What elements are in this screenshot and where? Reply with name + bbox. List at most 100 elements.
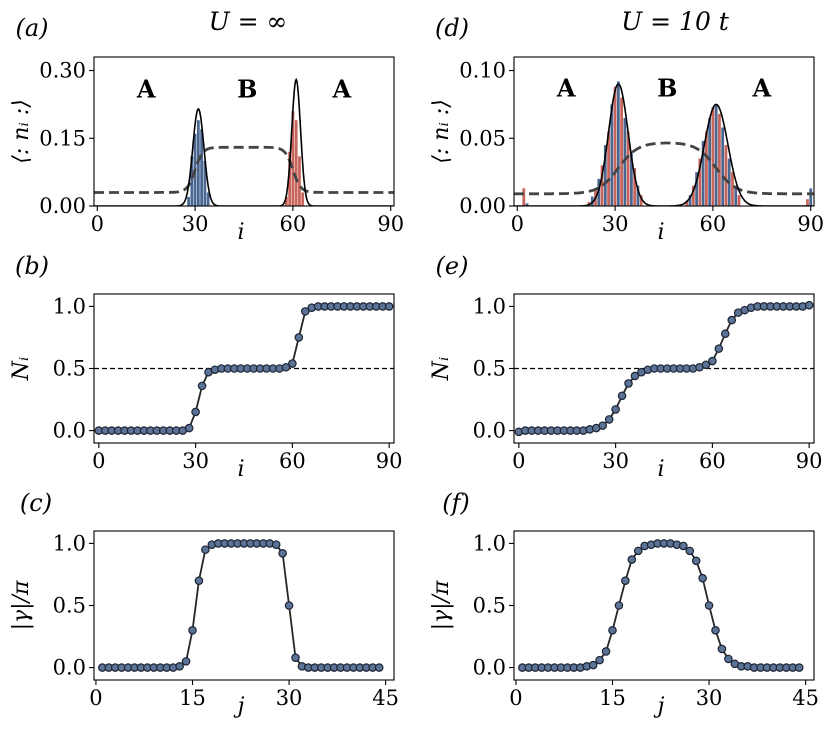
- y-tick-label: 0.00: [459, 194, 506, 218]
- bar-i59: [288, 151, 292, 206]
- bar-i63: [721, 127, 725, 206]
- y-tick-label: 0.5: [53, 594, 86, 618]
- axes-frame: [513, 530, 815, 681]
- x-tick-label: 30: [276, 686, 303, 710]
- data-point-19: [633, 546, 643, 556]
- panel-a: (a) A B A 0 30 60 90 0.00 0.15 0.30 i ⟨: nᵢ :⟩: [9, 14, 404, 245]
- region-label-b: B: [237, 75, 257, 104]
- y-tick-label: 0.0: [473, 419, 506, 443]
- bar-i2: [522, 188, 526, 206]
- region-label-a: A: [752, 73, 772, 102]
- y-axis-label: ⟨: nᵢ :⟩: [429, 99, 454, 164]
- axes-frame: [513, 56, 815, 207]
- plot-area: [94, 77, 394, 206]
- column-title-left: U = ∞: [209, 7, 288, 36]
- bar-i67: [734, 185, 738, 206]
- bar-i56: [698, 158, 702, 206]
- data-point-18: [627, 555, 637, 564]
- bar-i30: [613, 86, 617, 206]
- data-point-28: [184, 423, 194, 433]
- y-tick-label: 1.0: [53, 531, 86, 555]
- data-point-60: [708, 356, 717, 366]
- data-point-30: [611, 405, 620, 414]
- plot-area: [514, 300, 814, 437]
- bar-i32: [620, 97, 623, 206]
- bar-i28: [187, 196, 190, 206]
- dashed-profile-line: [94, 145, 394, 194]
- bar-i31: [616, 81, 620, 206]
- y-tick-label: 1.0: [473, 294, 506, 318]
- bar-i58: [285, 196, 288, 206]
- panel-label: (a): [15, 14, 48, 42]
- data-point-66: [727, 315, 737, 325]
- data-point-32: [717, 644, 727, 654]
- data-point-26: [679, 541, 688, 551]
- y-tick-label: 0.00: [39, 194, 86, 218]
- bar-i61: [714, 104, 718, 206]
- bar-i29: [190, 156, 194, 206]
- x-tick-label: 15: [599, 686, 626, 710]
- bar-i59: [708, 117, 712, 206]
- density-envelope-curve: [514, 83, 814, 206]
- data-point-30: [704, 601, 714, 610]
- x-tick-label: 90: [376, 449, 403, 473]
- data-point-15: [188, 626, 197, 635]
- data-point-34: [624, 379, 633, 388]
- data-point-44: [374, 663, 384, 672]
- x-tick-label: 90: [377, 212, 404, 236]
- data-point-64: [300, 307, 310, 316]
- axes-frame: [93, 56, 395, 207]
- y-tick-label: 0.10: [459, 59, 506, 83]
- y-tick-label: 0.05: [459, 126, 506, 150]
- x-axis-label: j: [653, 694, 665, 719]
- plot-area: [514, 81, 814, 206]
- data-point-60: [288, 359, 297, 368]
- y-axis-label: |γ|/π: [9, 580, 34, 630]
- bar-i29: [610, 104, 614, 206]
- data-point-12: [588, 660, 598, 670]
- x-tick-label: 30: [602, 449, 629, 473]
- y-tick-label: 0.15: [39, 126, 86, 150]
- bar-i23: [590, 196, 594, 206]
- y-tick-label: 0.30: [39, 59, 86, 83]
- x-tick-label: 0: [92, 449, 105, 473]
- panel-f: (f) 0 15 30 45 0.0 0.5 1.0 j |γ|/π: [429, 489, 819, 719]
- x-tick-label: 45: [792, 686, 819, 710]
- bar-i58: [705, 131, 708, 206]
- data-point-28: [691, 556, 701, 566]
- y-axis-label: Nᵢ: [9, 357, 34, 382]
- bar-i60: [711, 107, 715, 206]
- bar-i32: [200, 129, 203, 206]
- bar-i34: [626, 131, 630, 206]
- bar-i62: [718, 113, 721, 206]
- data-point-36: [630, 371, 640, 381]
- x-tick-label: 0: [511, 212, 524, 236]
- data-point-15: [608, 626, 617, 635]
- data-point-58: [701, 360, 711, 370]
- plot-area: [518, 539, 804, 672]
- data-point-13: [175, 662, 184, 671]
- x-tick-label: 15: [179, 686, 206, 710]
- panel-label: (f): [442, 489, 470, 517]
- x-tick-label: 0: [512, 449, 525, 473]
- bar-i63: [301, 192, 305, 206]
- region-label-a: A: [332, 75, 352, 104]
- x-axis-label: i: [657, 457, 664, 482]
- x-axis-label: i: [657, 220, 664, 245]
- x-axis-label: i: [237, 220, 244, 245]
- bar-i53: [688, 195, 692, 206]
- x-tick-label: 45: [372, 686, 399, 710]
- data-point-30: [284, 601, 294, 610]
- bar-i61: [294, 120, 298, 206]
- panel-e: (e) 0 30 60 90 0.0 0.5 1.0 i Nᵢ: [429, 252, 823, 482]
- data-point-27: [685, 546, 695, 556]
- bar-i26: [600, 165, 604, 206]
- y-tick-label: 0.5: [473, 357, 506, 381]
- x-tick-label: 60: [279, 449, 306, 473]
- y-tick-label: 0.0: [53, 419, 86, 443]
- bar-i68: [737, 195, 741, 206]
- region-label-b: B: [657, 73, 677, 102]
- data-point-16: [614, 601, 624, 610]
- data-point-31: [291, 653, 300, 662]
